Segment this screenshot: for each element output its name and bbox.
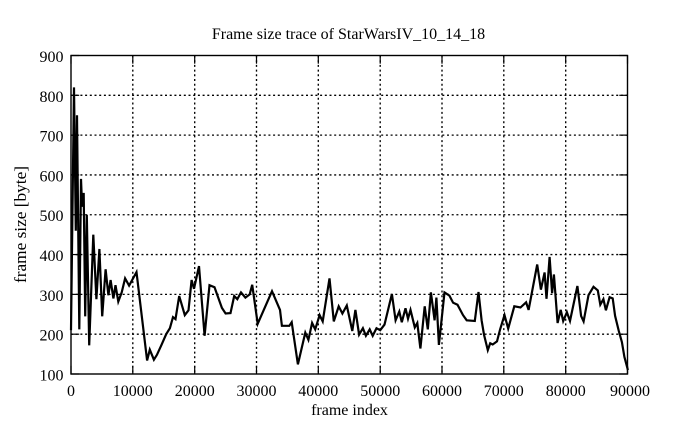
svg-text:100: 100 bbox=[40, 368, 64, 385]
svg-text:Frame size trace of StarWarsIV: Frame size trace of StarWarsIV_10_14_18 bbox=[212, 26, 485, 43]
svg-text:80000: 80000 bbox=[546, 383, 586, 400]
svg-text:500: 500 bbox=[40, 208, 64, 225]
svg-text:900: 900 bbox=[40, 49, 64, 66]
svg-text:40000: 40000 bbox=[298, 383, 338, 400]
svg-text:800: 800 bbox=[40, 89, 64, 106]
svg-text:300: 300 bbox=[40, 288, 64, 305]
svg-text:200: 200 bbox=[40, 328, 64, 345]
svg-text:30000: 30000 bbox=[237, 383, 277, 400]
svg-text:frame size [byte]: frame size [byte] bbox=[11, 166, 30, 283]
svg-text:10000: 10000 bbox=[113, 383, 153, 400]
svg-text:600: 600 bbox=[40, 168, 64, 185]
svg-text:400: 400 bbox=[40, 248, 64, 265]
svg-text:60000: 60000 bbox=[422, 383, 462, 400]
svg-text:frame index: frame index bbox=[311, 402, 388, 419]
svg-text:700: 700 bbox=[40, 129, 64, 146]
svg-text:70000: 70000 bbox=[484, 383, 524, 400]
svg-text:50000: 50000 bbox=[360, 383, 400, 400]
svg-text:20000: 20000 bbox=[175, 383, 215, 400]
svg-text:90000: 90000 bbox=[610, 383, 650, 400]
svg-text:0: 0 bbox=[67, 383, 75, 400]
